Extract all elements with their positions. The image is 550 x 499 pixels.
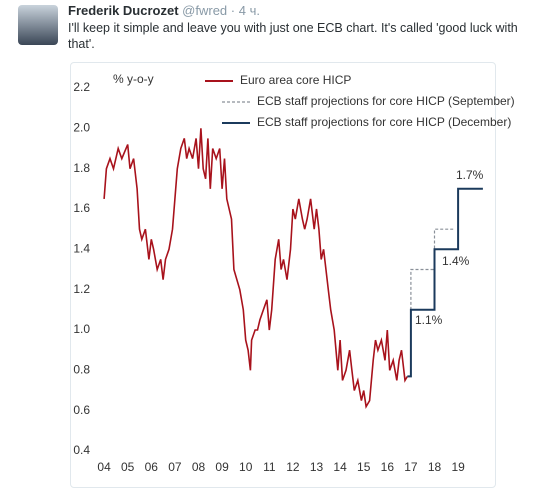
series-line (407, 228, 454, 377)
legend-label: ECB staff projections for core HICP (Sep… (257, 94, 515, 108)
x-tick-label: 10 (239, 460, 253, 474)
tweet-text: I'll keep it simple and leave you with j… (68, 20, 518, 52)
series-line (103, 128, 409, 409)
y-tick-label: 1.8 (73, 161, 90, 175)
avatar[interactable] (18, 5, 58, 45)
tweet-header: Frederik Ducrozet @fwred · 4 ч. (68, 3, 260, 18)
y-tick-label: 1.4 (73, 242, 90, 256)
legend-label: ECB staff projections for core HICP (Dec… (257, 115, 511, 129)
x-tick-label: 14 (333, 460, 347, 474)
x-tick-label: 07 (168, 460, 182, 474)
text-line: that'. (68, 37, 95, 51)
x-tick-label: 15 (357, 460, 371, 474)
x-tick-label: 04 (97, 460, 111, 474)
x-tick-label: 16 (381, 460, 395, 474)
y-tick-label: 1.2 (73, 282, 90, 296)
y-tick-label: 2.0 (73, 121, 90, 135)
text-line: I'll keep it simple and leave you with j… (68, 21, 518, 35)
x-tick-label: 18 (428, 460, 442, 474)
x-tick-label: 08 (192, 460, 206, 474)
y-tick-label: 1.0 (73, 322, 90, 336)
x-tick-label: 19 (451, 460, 465, 474)
annotation: 1.7% (456, 168, 484, 182)
y-axis-title: % y-o-y (113, 72, 154, 86)
annotation: 1.4% (442, 254, 470, 268)
y-tick-label: 2.2 (73, 80, 90, 94)
y-tick-label: 0.6 (73, 403, 90, 417)
x-tick-label: 17 (404, 460, 418, 474)
x-tick-label: 09 (215, 460, 229, 474)
author[interactable]: Frederik Ducrozet (68, 3, 179, 18)
x-tick-label: 06 (145, 460, 159, 474)
y-tick-label: 0.4 (73, 443, 90, 457)
x-tick-label: 12 (286, 460, 300, 474)
time[interactable]: · 4 ч. (230, 3, 260, 18)
x-tick-label: 11 (263, 460, 276, 474)
handle[interactable]: @fwred (182, 3, 228, 18)
legend-label: Euro area core HICP (240, 73, 351, 87)
y-tick-label: 1.6 (73, 201, 90, 215)
x-tick-label: 05 (121, 460, 135, 474)
annotation: 1.1% (415, 313, 443, 327)
chart-card[interactable] (70, 62, 496, 488)
series-line (407, 187, 483, 378)
y-tick-label: 0.8 (73, 363, 90, 377)
x-tick-label: 13 (310, 460, 324, 474)
